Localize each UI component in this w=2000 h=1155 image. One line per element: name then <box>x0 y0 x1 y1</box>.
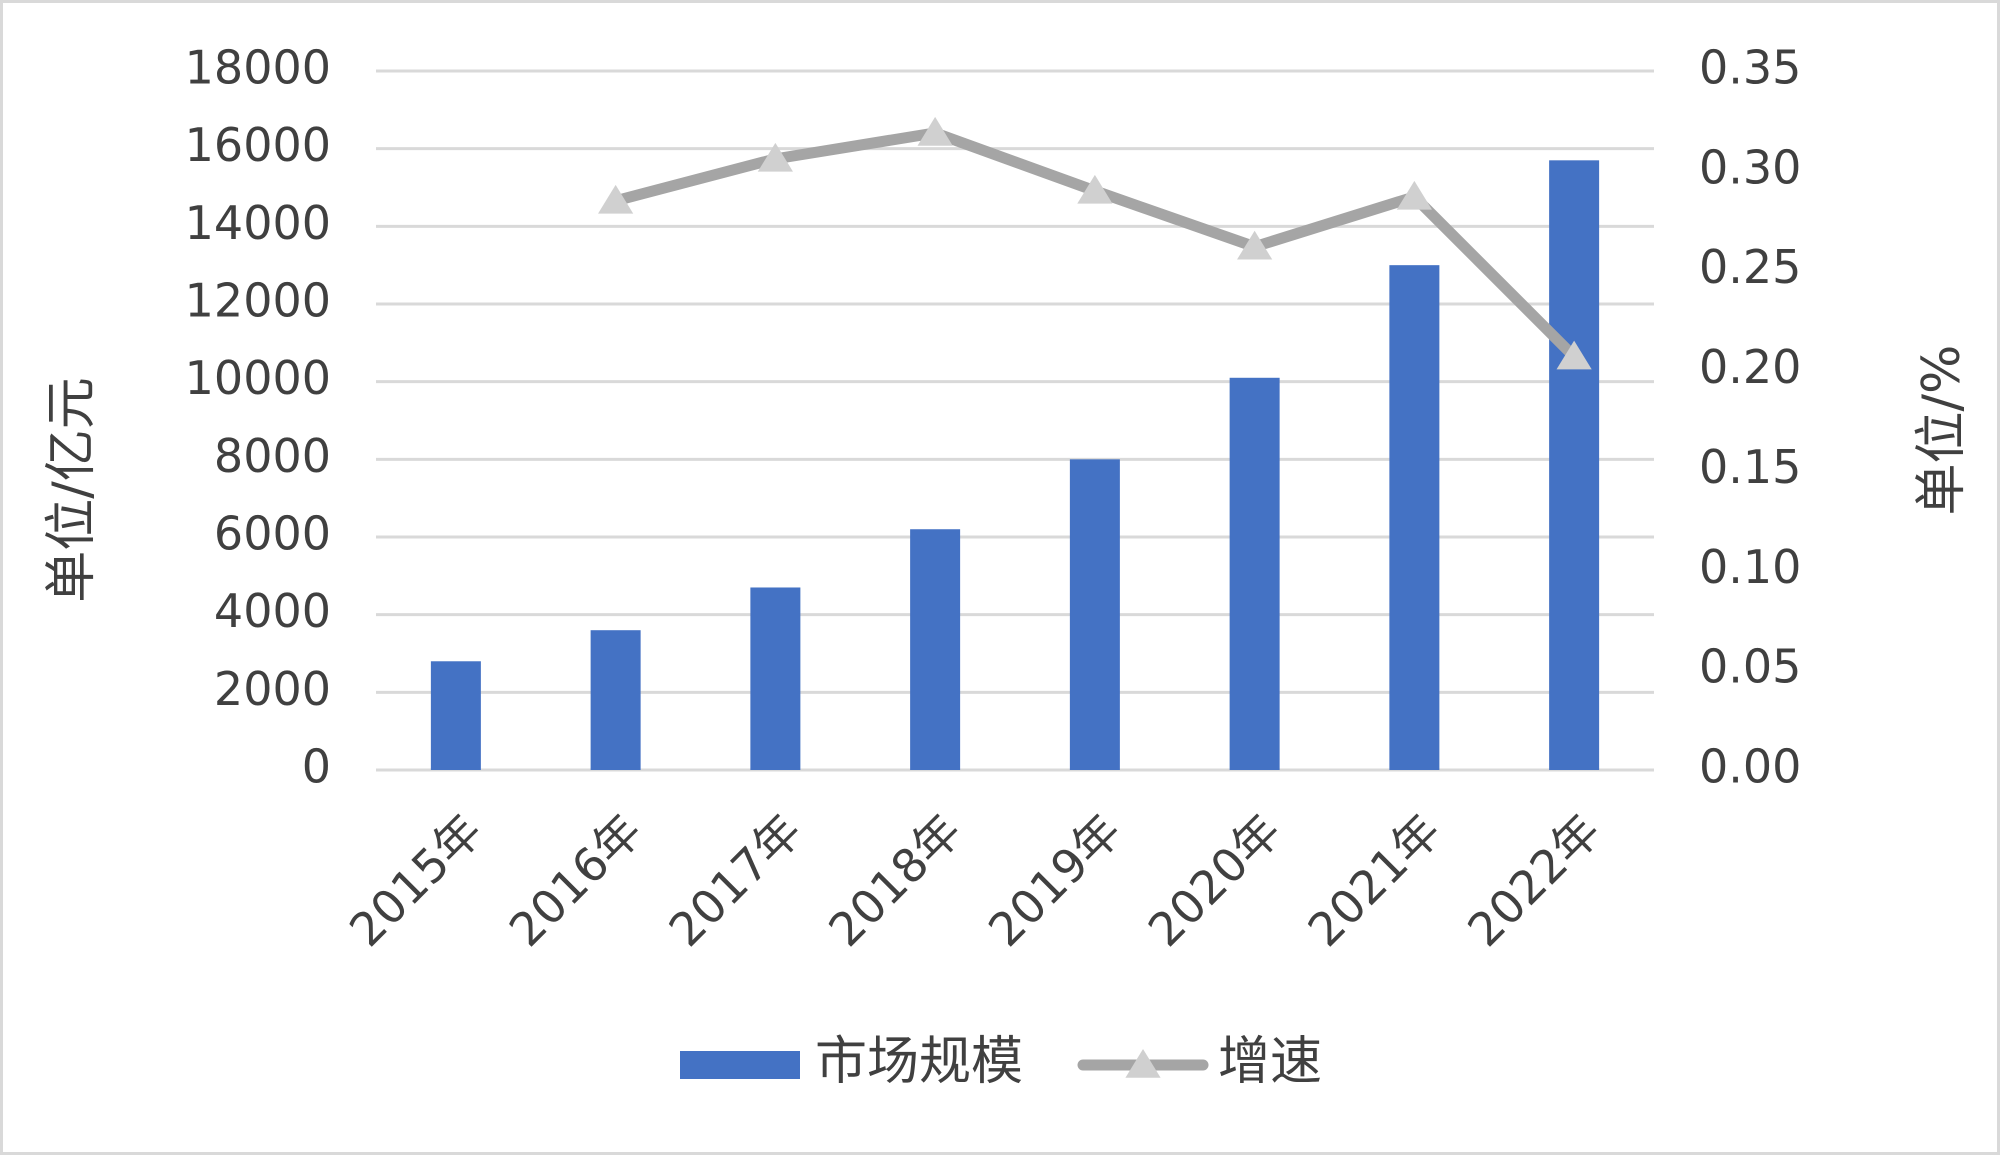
bar <box>1229 377 1280 770</box>
y-tick-label: 14000 <box>185 196 331 250</box>
y-tick-label: 6000 <box>214 507 331 561</box>
y-tick-label: 10000 <box>185 351 331 405</box>
y-tick-label: 8000 <box>214 429 331 483</box>
y2-tick-label: 0.20 <box>1699 340 1801 394</box>
bar <box>1069 459 1120 770</box>
y2-tick-label: 0.05 <box>1699 640 1801 694</box>
line-marker <box>1077 174 1113 204</box>
line-marker <box>598 184 634 214</box>
y2-tick-label: 0.00 <box>1699 740 1801 794</box>
y-tick-label: 18000 <box>185 41 331 95</box>
y-axis-title: 单位/亿元 <box>42 377 102 603</box>
bar <box>750 587 801 770</box>
line-marker <box>1556 340 1592 370</box>
y-tick-label: 16000 <box>185 118 331 172</box>
bar <box>1389 265 1440 770</box>
bar <box>590 630 641 770</box>
y-tick-label: 0 <box>302 740 331 794</box>
y2-tick-label: 0.35 <box>1699 41 1801 95</box>
line-marker <box>917 116 953 146</box>
legend-swatch <box>680 1051 800 1079</box>
bar <box>910 529 961 770</box>
line-marker <box>1396 180 1432 210</box>
y-tick-label: 2000 <box>214 662 331 716</box>
y-tick-label: 12000 <box>185 274 331 328</box>
bar <box>1549 160 1600 771</box>
y2-axis-title: 单位/% <box>1912 345 1972 516</box>
legend-label: 增速 <box>1218 1032 1322 1092</box>
legend-marker <box>1125 1049 1161 1078</box>
y-tick-label: 4000 <box>214 584 331 638</box>
y2-tick-label: 0.10 <box>1699 540 1801 594</box>
y2-tick-label: 0.15 <box>1699 440 1801 494</box>
line-marker <box>1237 230 1273 260</box>
line-marker <box>757 142 793 172</box>
y2-tick-label: 0.30 <box>1699 140 1801 194</box>
y2-tick-label: 0.25 <box>1699 240 1801 294</box>
bar <box>430 661 481 770</box>
legend-label: 市场规模 <box>815 1032 1023 1092</box>
